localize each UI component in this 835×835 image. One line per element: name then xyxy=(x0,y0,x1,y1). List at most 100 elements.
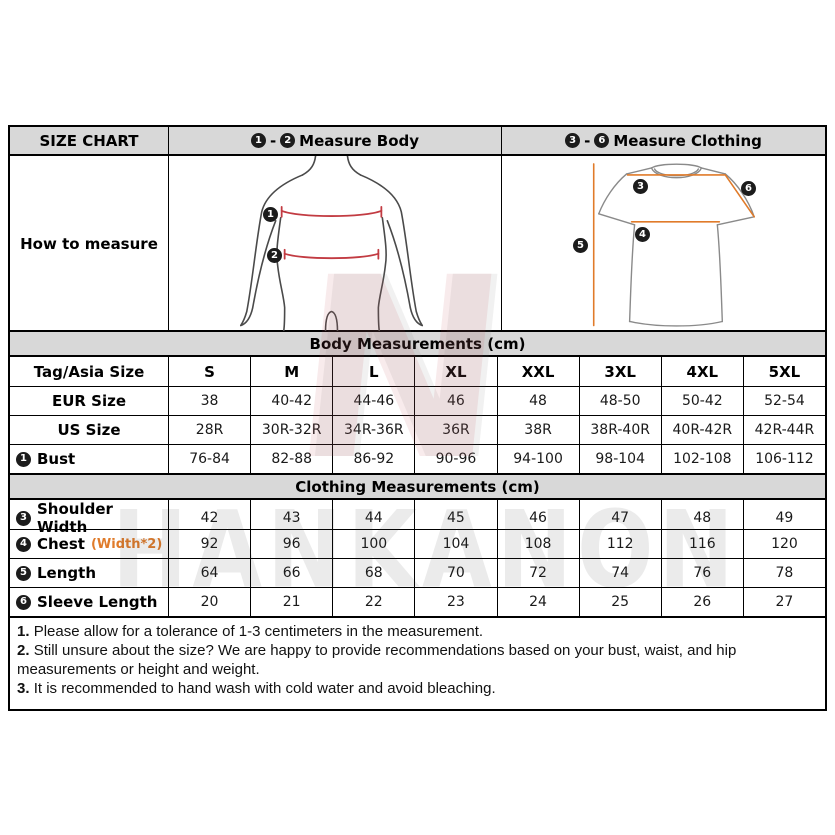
note-text: Please allow for a tolerance of 1-3 cent… xyxy=(33,623,484,640)
value-cell: 22 xyxy=(332,588,414,616)
note-tolerance: 1. Please allow for a tolerance of 1-3 c… xyxy=(17,623,818,642)
sleeve-badge-icon: 6 xyxy=(16,594,31,610)
row-label: EUR Size xyxy=(51,392,127,410)
size-cell: 3XL xyxy=(578,357,661,386)
size-chart-table: SIZE CHART 1-2 Measure Body 3-6 Measure … xyxy=(8,125,827,711)
value-cell: 48 xyxy=(496,387,579,415)
value-cell: 28R xyxy=(168,416,250,444)
size-cell: L xyxy=(332,357,414,386)
size-cell: 5XL xyxy=(742,357,825,386)
body-measurements-header: Body Measurements (cm) xyxy=(10,330,825,357)
value-cell: 106-112 xyxy=(742,445,825,473)
value-cell: 27 xyxy=(742,588,825,616)
size-cell: XXL xyxy=(496,357,579,386)
chest-label: Chest xyxy=(37,535,85,553)
body-diagram: 1 2 xyxy=(168,156,501,332)
row-label: 4 Chest (Width*2) xyxy=(10,530,168,558)
value-cell: 21 xyxy=(250,588,332,616)
length-badge-icon: 5 xyxy=(16,565,31,581)
table-row-us: US Size 28R 30R-32R 34R-36R 36R 38R 38R-… xyxy=(10,415,825,444)
note-number: 1. xyxy=(17,623,30,640)
value-cell: 38R-40R xyxy=(578,416,661,444)
value-cell: 100 xyxy=(332,530,414,558)
row-label: US Size xyxy=(57,421,121,439)
value-cell: 44-46 xyxy=(332,387,414,415)
badge-6-icon: 6 xyxy=(594,133,610,148)
value-cell: 66 xyxy=(250,559,332,587)
size-cell: XL xyxy=(414,357,496,386)
value-cell: 26 xyxy=(660,588,743,616)
table-header-row: SIZE CHART 1-2 Measure Body 3-6 Measure … xyxy=(10,127,825,154)
measure-clothing-header: 3-6 Measure Clothing xyxy=(501,127,825,154)
value-cell: 40R-42R xyxy=(660,416,743,444)
badge-3-icon: 3 xyxy=(565,133,581,148)
value-cell: 46 xyxy=(414,387,496,415)
row-label: Tag/Asia Size xyxy=(33,362,145,381)
value-cell: 92 xyxy=(168,530,250,558)
value-cell: 78 xyxy=(742,559,825,587)
badge-1-icon: 1 xyxy=(250,133,266,148)
note-washing: 3. It is recommended to hand wash with c… xyxy=(17,680,818,699)
badge-2-icon: 2 xyxy=(280,133,296,148)
table-row-eur: EUR Size 38 40-42 44-46 46 48 48-50 50-4… xyxy=(10,386,825,415)
row-label: 1 Bust xyxy=(10,445,168,473)
value-cell: 102-108 xyxy=(660,445,743,473)
note-text: Still unsure about the size? We are happ… xyxy=(17,641,737,678)
tshirt-illustration xyxy=(592,163,756,327)
notes-section: 1. Please allow for a tolerance of 1-3 c… xyxy=(10,616,825,709)
bust-marker-icon: 1 xyxy=(263,207,278,222)
waist-marker-icon: 2 xyxy=(267,248,282,263)
table-row-bust: 1 Bust 76-84 82-88 86-92 90-96 94-100 98… xyxy=(10,444,825,473)
size-chart-title: SIZE CHART xyxy=(39,131,139,150)
row-label: 6 Sleeve Length xyxy=(10,588,168,616)
value-cell: 49 xyxy=(742,500,825,536)
value-cell: 48-50 xyxy=(578,387,661,415)
how-to-measure-label: How to measure xyxy=(20,234,158,253)
value-cell: 45 xyxy=(414,500,496,536)
value-cell: 36R xyxy=(414,416,496,444)
value-cell: 76-84 xyxy=(168,445,250,473)
row-label: 3 Shoulder Width xyxy=(10,500,168,536)
table-row-size: Tag/Asia Size S M L XL XXL 3XL 4XL 5XL xyxy=(10,357,825,386)
sleeve-label: Sleeve Length xyxy=(37,593,158,611)
value-cell: 98-104 xyxy=(578,445,661,473)
size-cell: S xyxy=(168,357,250,386)
value-cell: 42R-44R xyxy=(742,416,825,444)
value-cell: 112 xyxy=(578,530,661,558)
value-cell: 47 xyxy=(578,500,661,536)
value-cell: 44 xyxy=(332,500,414,536)
value-cell: 50-42 xyxy=(660,387,743,415)
value-cell: 24 xyxy=(496,588,579,616)
chest-badge-icon: 4 xyxy=(16,536,31,552)
clothing-measurements-header: Clothing Measurements (cm) xyxy=(10,473,825,500)
value-cell: 38 xyxy=(168,387,250,415)
note-number: 3. xyxy=(17,679,30,697)
shoulder-label: Shoulder Width xyxy=(37,500,113,536)
length-marker-icon: 5 xyxy=(573,238,588,253)
measure-body-header: 1-2 Measure Body xyxy=(168,127,501,154)
body-figure-illustration xyxy=(239,156,424,332)
length-label: Length xyxy=(37,564,96,582)
table-row-shoulder: 3 Shoulder Width 42 43 44 45 46 47 48 49 xyxy=(10,500,825,536)
note-text: It is recommended to hand wash with cold… xyxy=(33,679,496,697)
value-cell: 120 xyxy=(742,530,825,558)
chest-marker-icon: 4 xyxy=(635,227,650,242)
badge-range-sep: - xyxy=(584,131,591,150)
value-cell: 70 xyxy=(414,559,496,587)
shoulder-badge-icon: 3 xyxy=(16,510,31,526)
value-cell: 72 xyxy=(496,559,579,587)
value-cell: 48 xyxy=(660,500,743,536)
value-cell: 94-100 xyxy=(496,445,579,473)
value-cell: 68 xyxy=(332,559,414,587)
value-cell: 25 xyxy=(578,588,661,616)
value-cell: 42 xyxy=(168,500,250,536)
value-cell: 46 xyxy=(496,500,579,536)
sleeve-marker-icon: 6 xyxy=(741,181,756,196)
table-row-length: 5 Length 64 66 68 70 72 74 76 78 xyxy=(10,558,825,587)
measure-clothing-label: Measure Clothing xyxy=(613,131,762,150)
value-cell: 104 xyxy=(414,530,496,558)
value-cell: 74 xyxy=(578,559,661,587)
value-cell: 64 xyxy=(168,559,250,587)
bust-label: Bust xyxy=(37,450,76,468)
